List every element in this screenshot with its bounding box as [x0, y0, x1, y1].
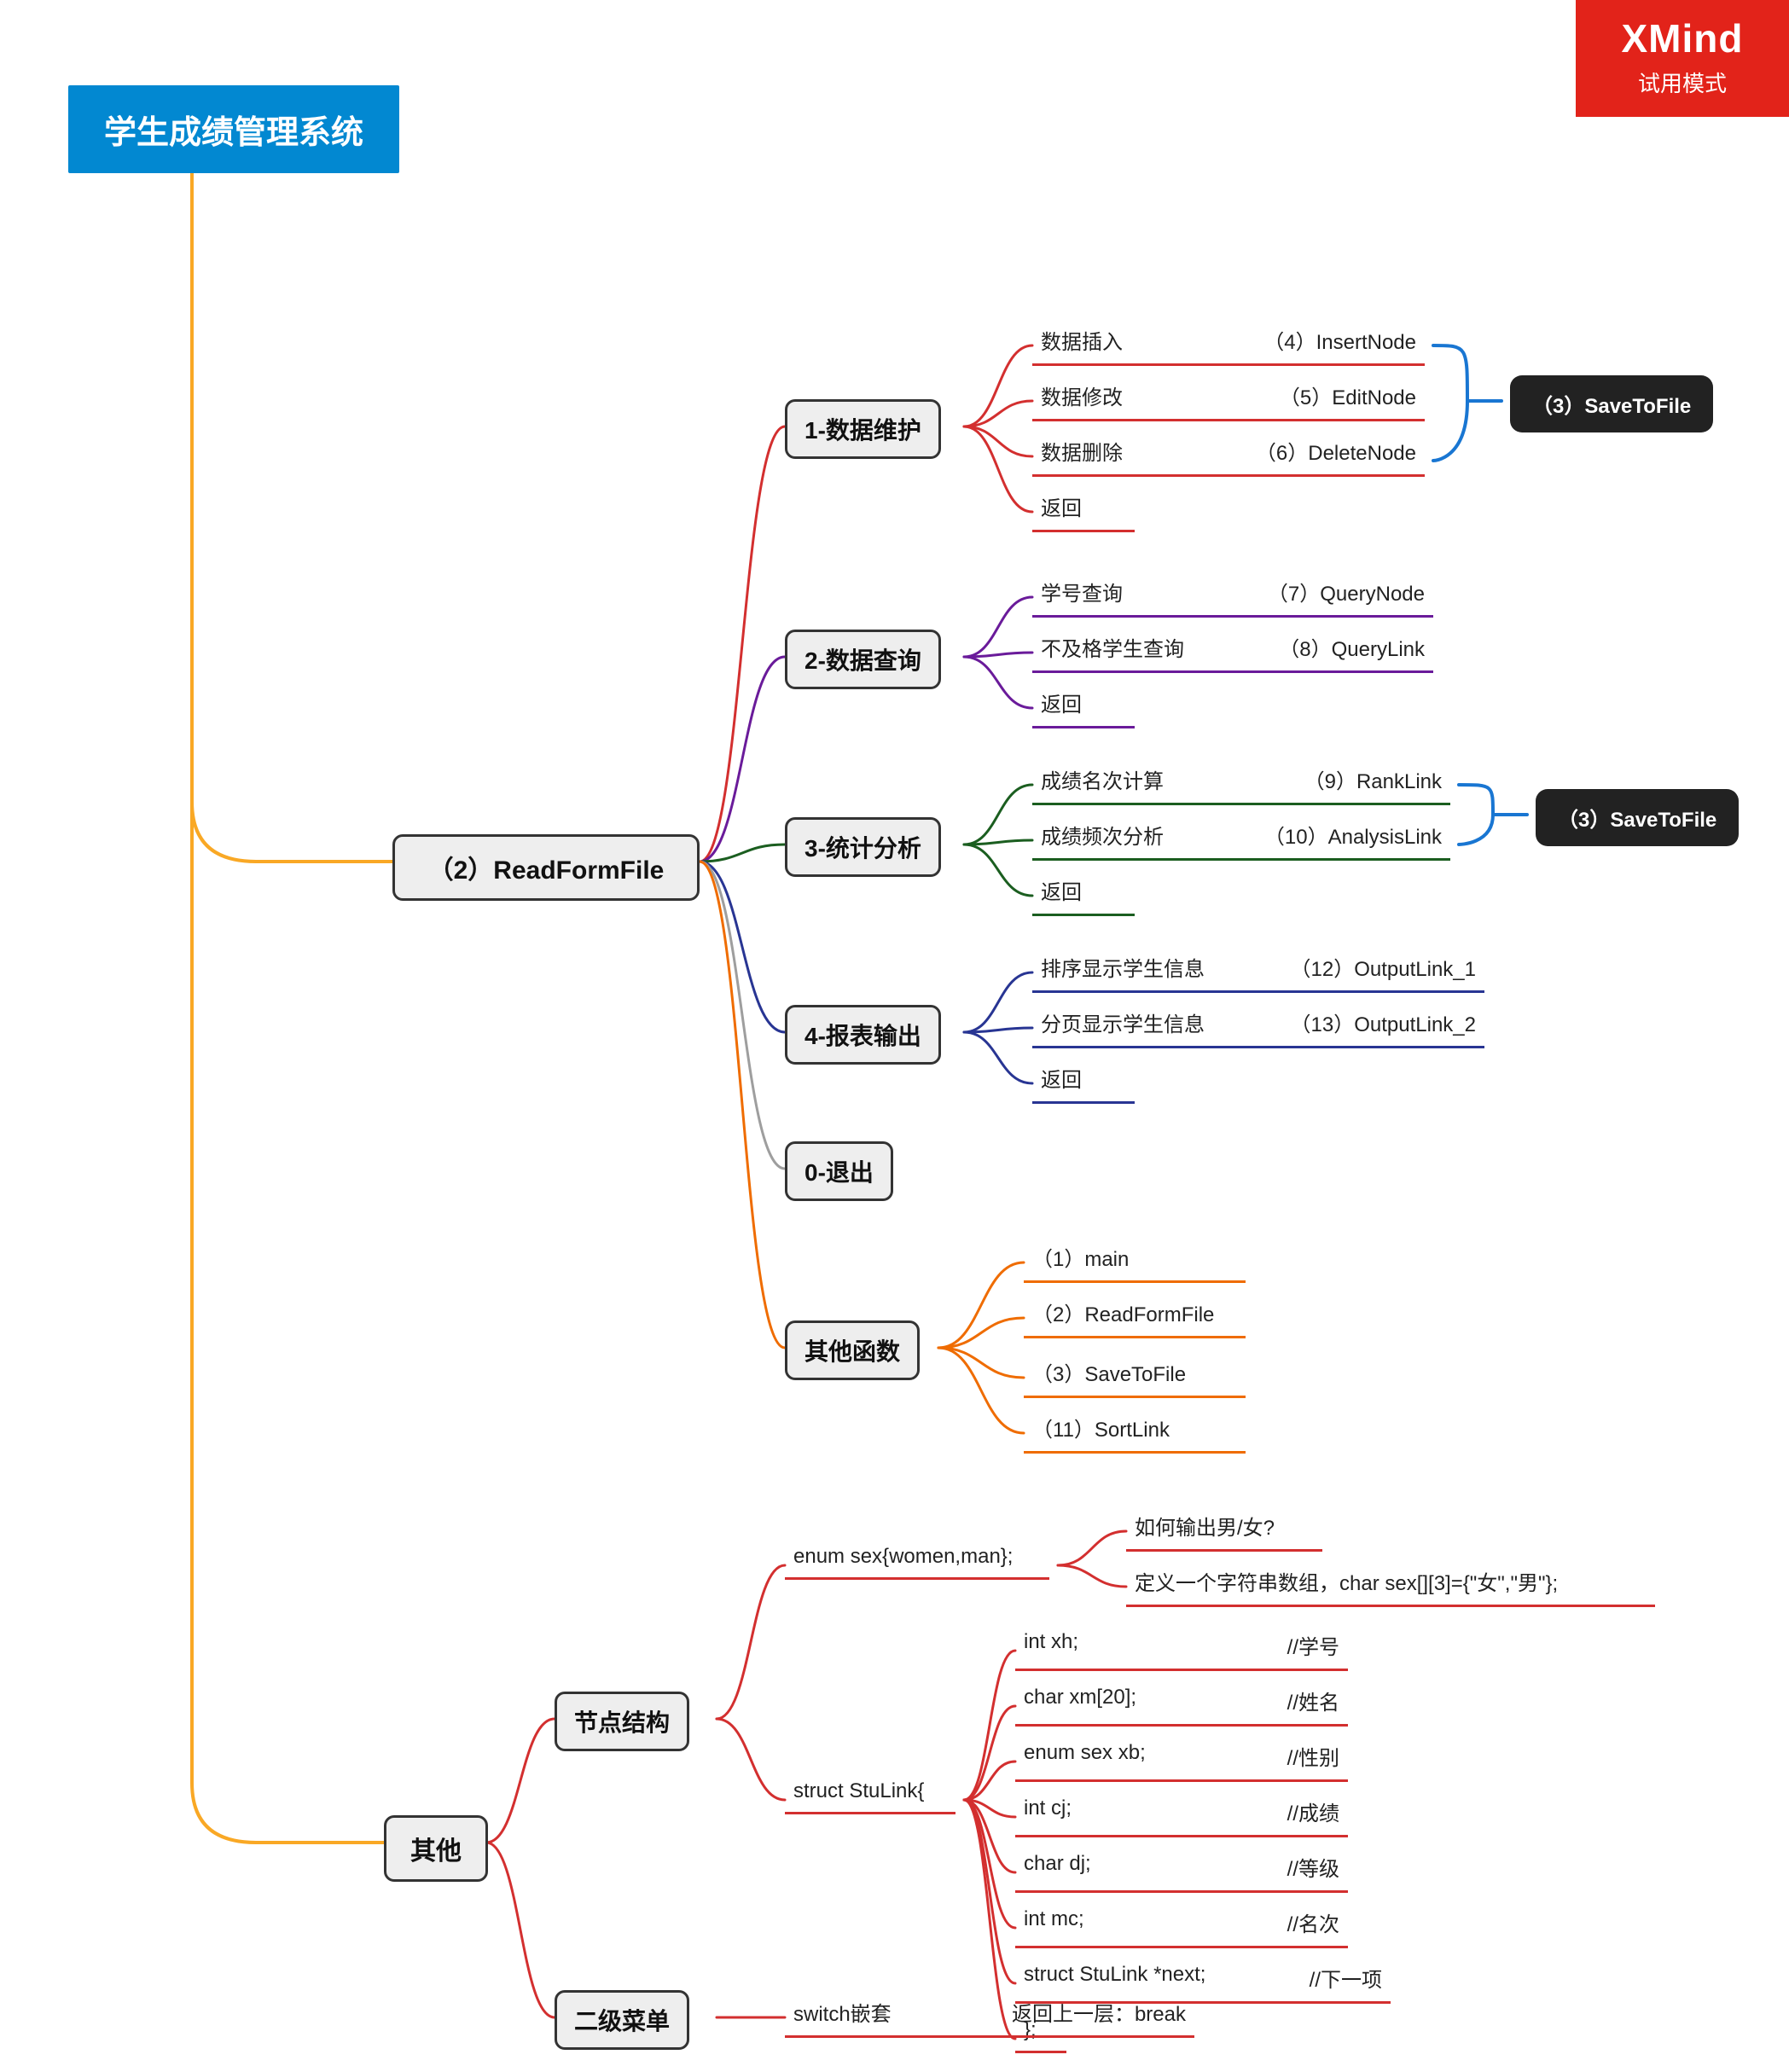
leaf-m4-2: 分页显示学生信息（13）OutputLink_2: [1032, 1002, 1484, 1048]
node-menu1: 1-数据维护: [785, 399, 941, 459]
leaf-m3-2: 成绩频次分析（10）AnalysisLink: [1032, 815, 1450, 861]
node-menuF: 其他函数: [785, 1320, 920, 1380]
node-menu3: 3-统计分析: [785, 817, 941, 877]
root-node: 学生成绩管理系统: [68, 85, 399, 173]
leaf-switch: switch嵌套返回上一层：break: [785, 1992, 1194, 2038]
leaf-m1-1: 数据插入（4）InsertNode: [1032, 320, 1425, 366]
leaf-mf-4: （11）SortLink: [1024, 1407, 1246, 1454]
node-menu2: 2-数据查询: [785, 630, 941, 689]
node-nodestruct: 节点结构: [555, 1692, 689, 1751]
leaf-mf-1: （1）main: [1024, 1237, 1246, 1283]
leaf-enum-q: 如何输出男/女?: [1126, 1506, 1322, 1552]
leaf-enum: enum sex{women,man};: [785, 1540, 1049, 1580]
watermark-title: XMind: [1584, 15, 1780, 61]
leaf-m4-3: 返回: [1032, 1058, 1135, 1104]
watermark-subtitle: 试用模式: [1584, 67, 1780, 98]
node-menu2nd: 二级菜单: [555, 1990, 689, 2050]
leaf-struct: struct StuLink{: [785, 1774, 955, 1814]
leaf-st-1: int xh;//学号: [1015, 1625, 1348, 1671]
leaf-st-3: enum sex xb;//性别: [1015, 1736, 1348, 1782]
mindmap-canvas: XMind 试用模式 学生成绩管理系统 （2）ReadFormFile 其他 1…: [0, 0, 1789, 2072]
pill-savetofile-2: （3）SaveToFile: [1536, 789, 1739, 846]
leaf-m3-3: 返回: [1032, 870, 1135, 916]
watermark: XMind 试用模式: [1576, 0, 1789, 117]
leaf-st-5: char dj;//等级: [1015, 1847, 1348, 1893]
node-menu4: 4-报表输出: [785, 1005, 941, 1065]
leaf-m1-4: 返回: [1032, 486, 1135, 532]
node-readformfile: （2）ReadFormFile: [392, 834, 700, 901]
leaf-m3-1: 成绩名次计算（9）RankLink: [1032, 759, 1450, 805]
leaf-m4-1: 排序显示学生信息（12）OutputLink_1: [1032, 947, 1484, 993]
node-menu0: 0-退出: [785, 1141, 893, 1201]
leaf-enum-a: 定义一个字符串数组，char sex[][3]={"女","男"};: [1126, 1561, 1655, 1607]
leaf-mf-3: （3）SaveToFile: [1024, 1352, 1246, 1398]
leaf-st-2: char xm[20];//姓名: [1015, 1680, 1348, 1727]
node-other: 其他: [384, 1815, 488, 1882]
leaf-st-6: int mc;//名次: [1015, 1902, 1348, 1948]
leaf-m1-3: 数据删除（6）DeleteNode: [1032, 431, 1425, 477]
leaf-m2-1: 学号查询（7）QueryNode: [1032, 572, 1433, 618]
leaf-m2-2: 不及格学生查询（8）QueryLink: [1032, 627, 1433, 673]
pill-savetofile-1: （3）SaveToFile: [1510, 375, 1713, 432]
leaf-m1-2: 数据修改（5）EditNode: [1032, 375, 1425, 421]
leaf-mf-2: （2）ReadFormFile: [1024, 1292, 1246, 1338]
leaf-m2-3: 返回: [1032, 682, 1135, 728]
leaf-st-4: int cj;//成绩: [1015, 1791, 1348, 1837]
